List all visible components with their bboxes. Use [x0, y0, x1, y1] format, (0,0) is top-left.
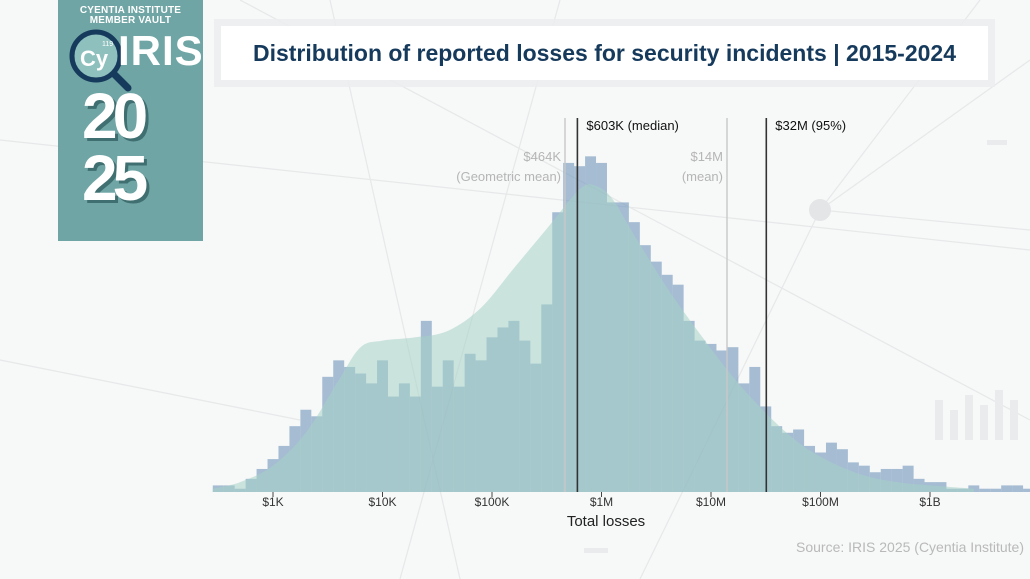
- histogram-bar: [990, 488, 1002, 492]
- logo-year-bottom: 25: [82, 142, 148, 214]
- x-tick-label: $1K: [262, 495, 283, 509]
- reference-sublabel: (Geometric mean): [456, 169, 561, 184]
- magnifier-badge-icon: Cy 119: [69, 29, 132, 92]
- badge-number: 119: [102, 41, 113, 48]
- chart-title: Distribution of reported losses for secu…: [252, 39, 957, 66]
- logo-org-line2: MEMBER VAULT: [89, 15, 172, 26]
- histogram-bar: [979, 488, 991, 492]
- histogram-bar: [1001, 485, 1013, 492]
- chart-title-box: Distribution of reported losses for secu…: [221, 26, 988, 80]
- x-tick-label: $100M: [802, 495, 839, 509]
- reference-lines: $464K (Geometric mean) $603K (median) $14M (…: [456, 118, 846, 492]
- x-axis-label: Total losses: [567, 513, 645, 530]
- reference-label: $32M (95%): [775, 118, 846, 133]
- histogram-bar: [1012, 485, 1024, 492]
- reference-label: $603K (median): [586, 118, 679, 133]
- reference-label: $14M: [690, 149, 723, 164]
- logo-org-line1: CYENTIA INSTITUTE: [79, 5, 182, 16]
- x-tick-label: $10M: [696, 495, 726, 509]
- histogram-bar: [1023, 488, 1030, 492]
- x-tick-label: $10K: [368, 495, 396, 509]
- logo-name: IRIS: [118, 27, 203, 74]
- histogram-bar: [902, 465, 914, 492]
- histogram-bar: [891, 468, 903, 492]
- source-note: Source: IRIS 2025 (Cyentia Institute): [796, 539, 1024, 555]
- logo-org-name: CYENTIA INSTITUTE MEMBER VAULT: [58, 6, 203, 26]
- logo-year-top: 20: [82, 80, 148, 152]
- reference-sublabel: (mean): [682, 169, 723, 184]
- x-tick-label: $1B: [919, 495, 940, 509]
- histogram-bar: [968, 485, 980, 492]
- x-tick-label: $1M: [590, 495, 613, 509]
- iris-2025-logo: CYENTIA INSTITUTE MEMBER VAULT Cy 119 IR…: [58, 0, 203, 241]
- density-curve: [212, 184, 974, 492]
- x-tick-label: $100K: [475, 495, 510, 509]
- x-axis: $1K $10K $100K $1M $10M $100M $1B: [262, 492, 941, 509]
- badge-text: Cy: [80, 46, 109, 71]
- reference-label: $464K: [523, 149, 561, 164]
